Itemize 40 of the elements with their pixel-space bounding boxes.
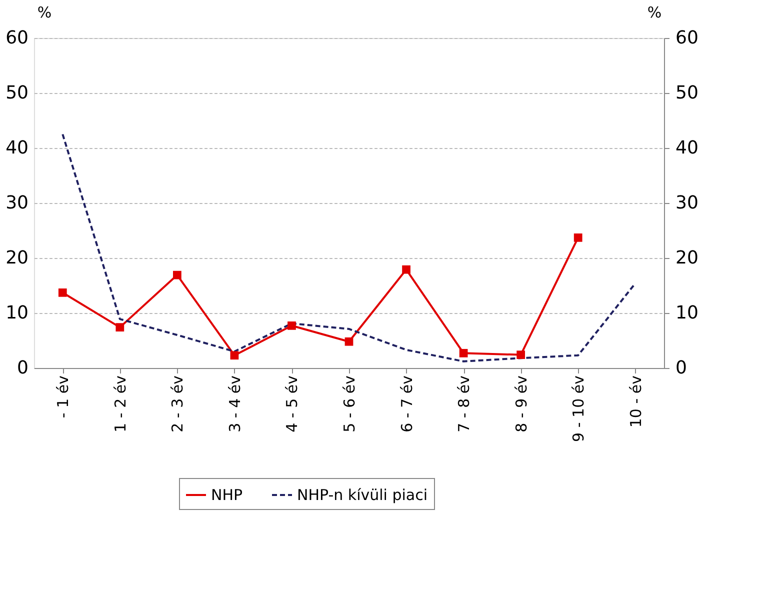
x-tick-label: 9 - 10 év	[570, 375, 588, 442]
legend-label: NHP	[211, 486, 243, 504]
legend-label: NHP-n kívüli piaci	[297, 486, 428, 504]
x-tick-label: 3 - 4 év	[226, 375, 244, 432]
point	[516, 350, 525, 359]
y-tick-label: 10	[6, 302, 28, 324]
x-tick-label: 1 - 2 év	[111, 375, 130, 432]
y2-tick-label: 60	[676, 28, 698, 48]
point	[574, 233, 582, 242]
point	[288, 321, 296, 330]
x-tick-label: 10 - év	[626, 375, 645, 428]
y-tick-label: 20	[6, 248, 28, 268]
x-tick-label: 5 - 6 év	[340, 375, 358, 432]
y-tick-label: 50	[6, 82, 28, 104]
y2-tick-label: 10	[676, 302, 698, 324]
y2-tick-label: 0	[676, 358, 687, 378]
y2-tick-label: 20	[676, 248, 698, 268]
line-series	[62, 133, 636, 362]
y2-tick-label: 40	[676, 138, 698, 158]
x-tick-label: 2 - 3 év	[168, 375, 187, 432]
x-tick-label: 4 - 5 év	[283, 375, 302, 432]
point	[116, 323, 124, 332]
y2-tick-label: 30	[676, 192, 698, 214]
point	[58, 288, 67, 297]
y2-tick-label: 50	[676, 82, 698, 104]
y-tick-label: 40	[6, 138, 28, 158]
x-tick-label: 8 - 9 év	[512, 375, 530, 432]
point	[459, 348, 468, 358]
y-tick-label: 30	[6, 192, 28, 214]
point	[344, 337, 354, 346]
y-axis-title: %	[37, 4, 52, 22]
y-tick-label: 0	[17, 358, 28, 378]
point	[173, 270, 182, 280]
point	[402, 265, 410, 274]
y-tick-label: 60	[6, 28, 28, 48]
x-tick-label: 7 - 8 év	[455, 375, 474, 432]
x-tick-label: 6 - 7 év	[398, 375, 416, 432]
point	[230, 351, 239, 360]
y2-axis-title: %	[647, 4, 662, 22]
x-tick-label: - 1 év	[54, 375, 72, 418]
